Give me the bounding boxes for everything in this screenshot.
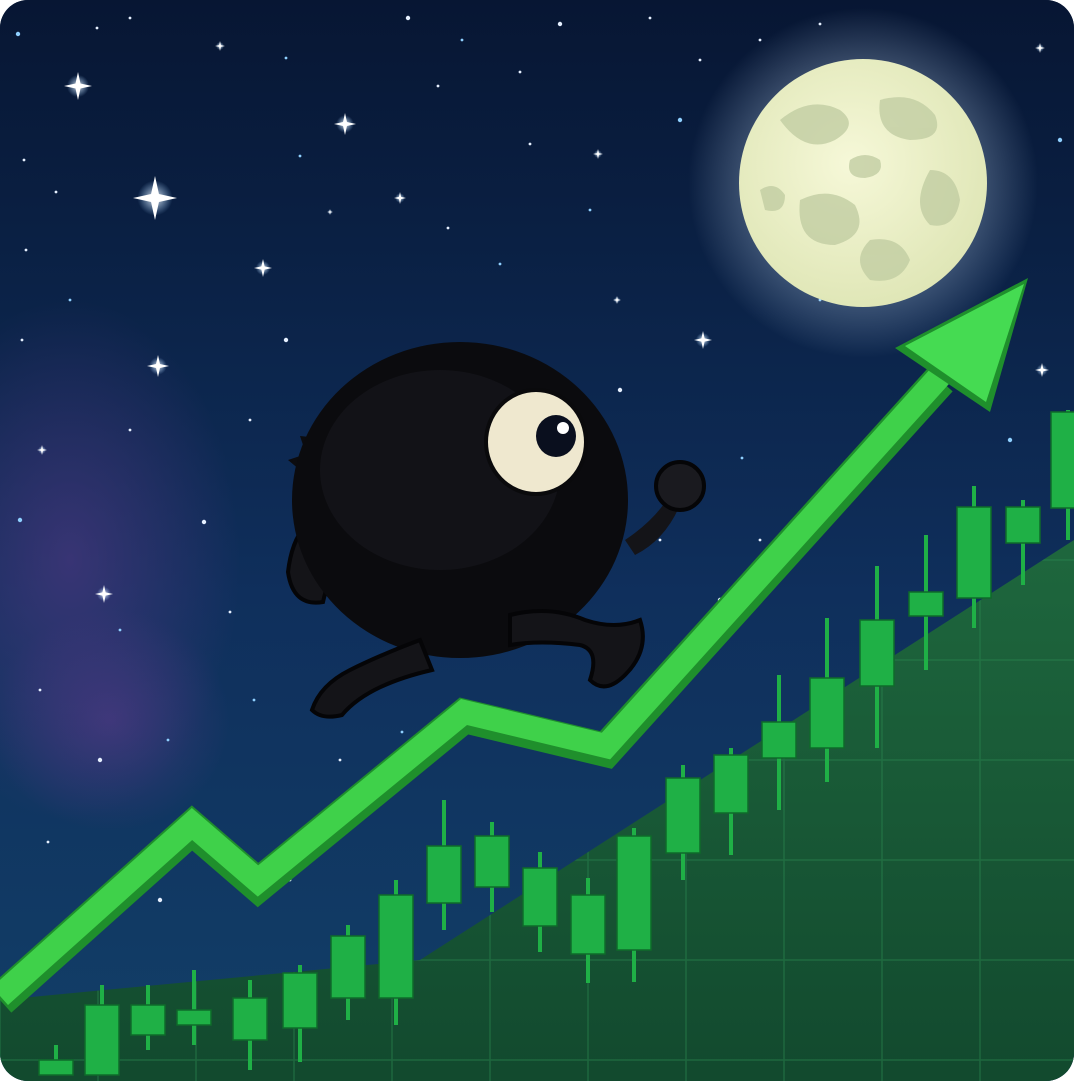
star-dot	[128, 16, 132, 20]
star-dot	[166, 738, 170, 742]
star-dot	[284, 56, 288, 60]
sparkle-stars	[37, 41, 1049, 603]
star-dot	[758, 538, 762, 542]
star-dot	[1007, 437, 1013, 443]
star-dot	[648, 16, 652, 20]
star-dot	[17, 517, 23, 523]
sparkle-star-icon	[1035, 363, 1049, 377]
candlestick	[232, 980, 268, 1070]
candlestick	[38, 1045, 74, 1076]
candlestick	[1050, 410, 1074, 540]
star-dot	[400, 730, 404, 734]
candlestick	[522, 852, 558, 952]
fuzzy-soot-creature-icon	[285, 342, 706, 719]
star-dot	[557, 21, 563, 27]
star-dot	[46, 840, 50, 844]
star-dot	[528, 142, 532, 146]
star-dot	[405, 15, 411, 21]
star-dot	[283, 337, 289, 343]
sparkle-star-icon	[613, 296, 621, 304]
star-dot	[740, 456, 744, 460]
sparkle-star-icon	[327, 209, 333, 215]
star-dot	[518, 70, 522, 74]
star-dot	[20, 338, 24, 342]
sparkle-star-icon	[1035, 43, 1045, 53]
star-dot	[677, 117, 683, 123]
star-dot	[15, 31, 21, 37]
star-dot	[1057, 137, 1063, 143]
star-dot	[460, 38, 464, 42]
full-moon-icon	[688, 8, 1038, 358]
star-dot	[128, 428, 132, 432]
candlestick	[378, 880, 414, 1025]
star-dot	[446, 226, 450, 230]
candlestick-chart-icon	[38, 410, 1074, 1076]
candlestick	[130, 985, 166, 1050]
candlestick	[713, 748, 749, 855]
candlestick	[616, 828, 652, 982]
star-dot	[157, 897, 163, 903]
star-dot	[201, 519, 207, 525]
star-dot	[24, 248, 28, 252]
candlestick	[474, 822, 510, 912]
star-dot	[54, 190, 58, 194]
candlestick	[956, 486, 992, 628]
sparkle-star-icon	[215, 41, 225, 51]
candlestick	[809, 618, 845, 782]
sparkle-star-icon	[95, 585, 113, 603]
sparkle-star-icon	[133, 176, 177, 220]
star-dot	[118, 628, 122, 632]
sparkle-star-icon	[334, 113, 356, 135]
candlestick	[176, 970, 212, 1045]
star-dot	[95, 26, 99, 30]
star-dot	[248, 418, 252, 422]
sparkle-star-icon	[694, 331, 712, 349]
star-dot	[658, 538, 662, 542]
candlestick	[330, 925, 366, 1020]
candlestick	[426, 800, 462, 930]
candlestick	[665, 765, 701, 880]
star-dot	[698, 58, 702, 62]
star-dot	[22, 158, 26, 162]
star-dot	[338, 758, 342, 762]
star-dot	[758, 38, 762, 42]
star-dot	[228, 610, 232, 614]
star-dot	[617, 387, 623, 393]
star-dot	[588, 208, 592, 212]
star-dot	[436, 84, 440, 88]
candlestick	[282, 965, 318, 1062]
candlestick	[859, 566, 895, 748]
candlestick	[908, 535, 944, 670]
candlestick	[84, 985, 120, 1076]
star-dot	[298, 154, 302, 158]
trend-up-arrow-icon	[0, 278, 1028, 1013]
star-dot	[97, 757, 103, 763]
sparkle-star-icon	[147, 355, 169, 377]
sparkle-star-icon	[64, 72, 92, 100]
sparkle-star-icon	[593, 149, 603, 159]
star-dot	[38, 688, 42, 692]
nebula-lower	[0, 610, 230, 830]
candlestick	[761, 675, 797, 810]
sparkle-star-icon	[394, 192, 406, 204]
star-dot	[68, 298, 72, 302]
sparkle-star-icon	[254, 259, 272, 277]
star-dot	[252, 698, 256, 702]
sparkle-star-icon	[37, 445, 47, 455]
candlestick	[570, 878, 606, 983]
candlestick	[1005, 500, 1041, 585]
star-dot	[498, 262, 502, 266]
